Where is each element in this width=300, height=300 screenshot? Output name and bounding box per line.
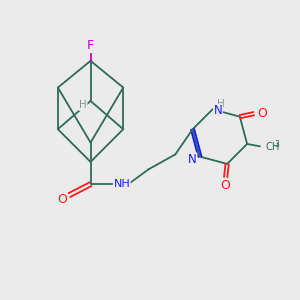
Text: H: H <box>79 100 87 110</box>
Text: F: F <box>87 40 94 52</box>
Text: NH: NH <box>113 179 130 189</box>
Text: O: O <box>221 179 231 192</box>
Text: O: O <box>57 193 67 206</box>
Text: O: O <box>257 107 267 120</box>
Text: N: N <box>188 153 197 166</box>
Text: H: H <box>217 99 225 109</box>
Text: N: N <box>214 104 222 117</box>
Text: 3: 3 <box>275 140 280 149</box>
Text: CH: CH <box>266 142 280 152</box>
